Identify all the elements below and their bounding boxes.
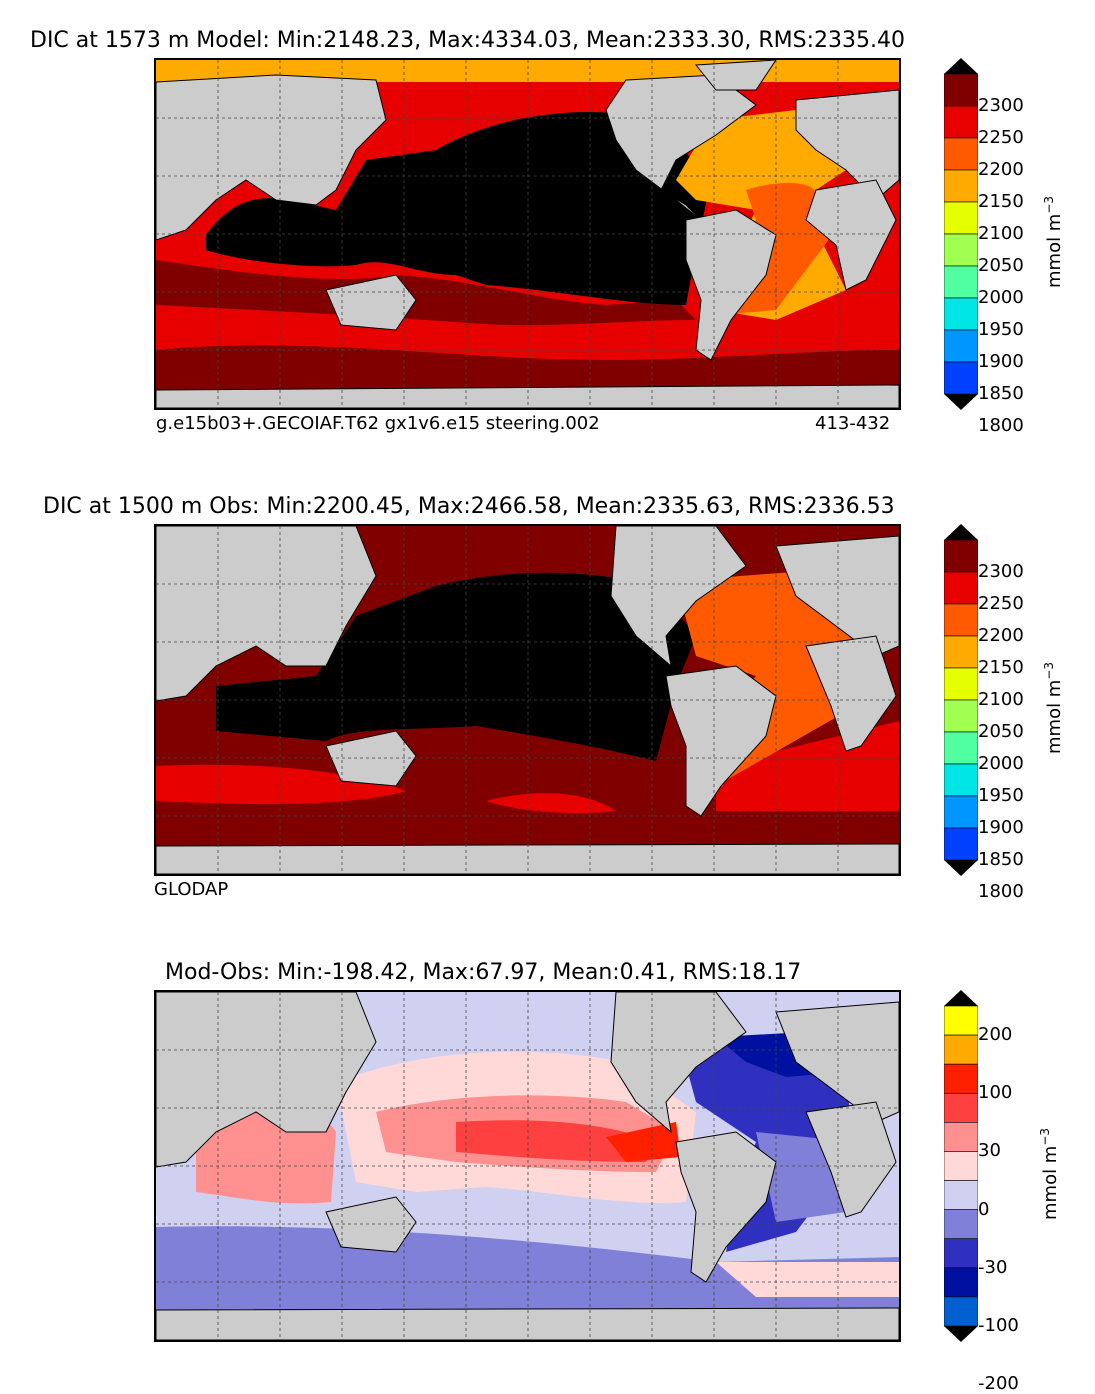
colorbar-tick-label: 0 <box>978 1198 990 1220</box>
colorbar-band <box>943 603 979 637</box>
colorbar-unit: mmol m−3 <box>1038 1127 1061 1220</box>
colorbar-band <box>943 731 979 765</box>
colorbar-extend-min <box>944 860 978 876</box>
colorbar-band <box>943 635 979 669</box>
colorbar-band <box>943 297 979 331</box>
colorbar-extend-max <box>944 58 978 74</box>
colorbar-tick-label: 2200 <box>978 625 1024 646</box>
colorbar-band <box>943 763 979 797</box>
colorbar-tick-label: 1900 <box>978 351 1024 372</box>
colorbar-band <box>943 827 979 861</box>
colorbar-tick-label: 1850 <box>978 849 1024 870</box>
footer-left: g.e15b03+.GECOIAF.T62 gx1v6.e15 steering… <box>156 413 600 434</box>
colorbar-extend-min <box>944 394 978 410</box>
colorbar-tick-label: 1850 <box>978 383 1024 404</box>
colorbar-band <box>943 1180 979 1210</box>
colorbar-band <box>943 571 979 605</box>
colorbar-tick-label: -30 <box>978 1256 1008 1278</box>
colorbar-tick-label: 1800 <box>978 415 1024 436</box>
colorbar-tick-label: 1950 <box>978 319 1024 340</box>
colorbar-band <box>943 1238 979 1269</box>
colorbar-tick-label: 2150 <box>978 657 1024 678</box>
colorbar-tick-label: -100 <box>978 1315 1019 1336</box>
colorbar-band <box>943 1209 979 1240</box>
colorbar-tick-label: 30 <box>978 1140 1001 1162</box>
colorbar-tick-label: 1900 <box>978 817 1024 838</box>
colorbar-extend-max <box>944 524 978 540</box>
colorbar-swatches <box>943 58 979 410</box>
colorbar-band <box>943 105 979 139</box>
colorbar-tick-label: 2050 <box>978 255 1024 276</box>
colorbar-tick-label: 100 <box>978 1082 1013 1104</box>
colorbar <box>943 58 1095 410</box>
colorbar-tick-label: 2100 <box>978 689 1024 710</box>
panel-diff: Mod-Obs: Min:-198.42, Max:67.97, Mean:0.… <box>0 932 1095 1394</box>
colorbar-tick-label: 2200 <box>978 159 1024 180</box>
colorbar-swatches <box>943 990 979 1342</box>
colorbar-band <box>943 1267 979 1298</box>
colorbar-tick-label: 2300 <box>978 561 1024 582</box>
panel-title: DIC at 1500 m Obs: Min:2200.45, Max:2466… <box>43 494 895 519</box>
colorbar-tick-label: 200 <box>978 1024 1013 1046</box>
panel-model: DIC at 1573 m Model: Min:2148.23, Max:43… <box>0 0 1095 460</box>
footer-right: 413-432 <box>815 413 891 434</box>
colorbar-band <box>943 539 979 573</box>
colorbar-tick-label: 2250 <box>978 127 1024 148</box>
colorbar <box>943 990 1095 1342</box>
colorbar-band <box>943 795 979 829</box>
colorbar-band <box>943 265 979 299</box>
colorbar-band <box>943 233 979 267</box>
colorbar-band <box>943 1151 979 1181</box>
colorbar-extend-max <box>944 990 978 1006</box>
panel-title: Mod-Obs: Min:-198.42, Max:67.97, Mean:0.… <box>165 960 802 985</box>
colorbar-band <box>943 667 979 701</box>
map-model <box>154 58 901 410</box>
colorbar-tick-label: 2150 <box>978 191 1024 212</box>
colorbar-band <box>943 361 979 395</box>
colorbar-tick-label: 2000 <box>978 753 1024 774</box>
panel-title: DIC at 1573 m Model: Min:2148.23, Max:43… <box>30 28 905 53</box>
colorbar-unit: mmol m−3 <box>1042 195 1065 288</box>
footer-left: GLODAP <box>154 879 229 900</box>
colorbar-unit: mmol m−3 <box>1042 661 1065 754</box>
colorbar-band <box>943 1122 979 1152</box>
colorbar-band <box>943 201 979 235</box>
colorbar-band <box>943 1063 979 1094</box>
colorbar-extend-min <box>944 1326 978 1342</box>
map-diff <box>154 990 901 1342</box>
colorbar-band <box>943 1092 979 1123</box>
colorbar <box>943 524 1095 876</box>
map-obs <box>154 524 901 876</box>
colorbar-tick-label: 2300 <box>978 95 1024 116</box>
colorbar-band <box>943 1296 979 1327</box>
colorbar-band <box>943 1005 979 1036</box>
colorbar-tick-label: -200 <box>978 1373 1019 1394</box>
colorbar-band <box>943 1034 979 1065</box>
colorbar-band <box>943 137 979 171</box>
colorbar-tick-label: 1950 <box>978 785 1024 806</box>
colorbar-tick-label: 2250 <box>978 593 1024 614</box>
colorbar-band <box>943 73 979 107</box>
colorbar-tick-label: 2000 <box>978 287 1024 308</box>
colorbar-band <box>943 329 979 363</box>
colorbar-tick-label: 2050 <box>978 721 1024 742</box>
colorbar-tick-label: 2100 <box>978 223 1024 244</box>
colorbar-band <box>943 169 979 203</box>
colorbar-tick-label: 1800 <box>978 881 1024 902</box>
colorbar-band <box>943 699 979 733</box>
panel-obs: DIC at 1500 m Obs: Min:2200.45, Max:2466… <box>0 466 1095 926</box>
colorbar-swatches <box>943 524 979 876</box>
